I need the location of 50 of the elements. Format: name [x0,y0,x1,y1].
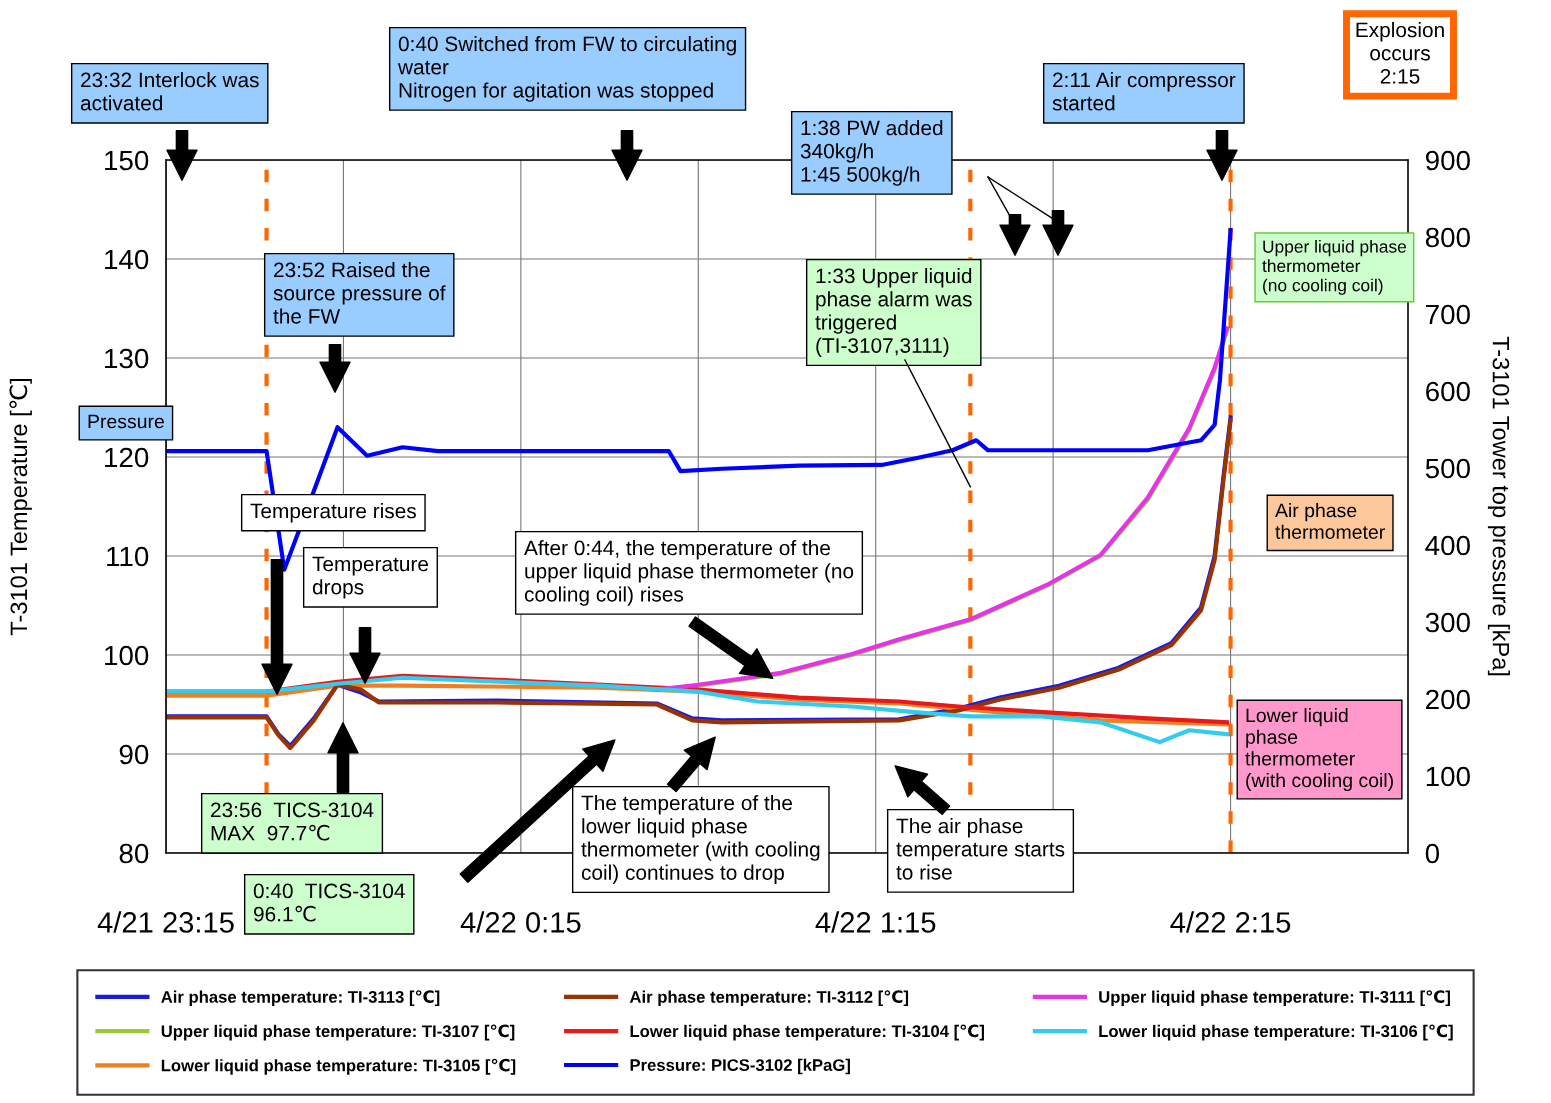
y-tick-label: 90 [119,744,149,765]
text: Pressure [88,414,164,429]
y2-tick-label: 400 [1425,535,1470,556]
y2-tick-label: 100 [1426,766,1470,787]
annotation: Air phase thermometer [1275,503,1385,539]
annotation: The air phase temperature starts to rise [896,818,1065,880]
annotation: 23:56 TICS-3104 MAX 97.7℃ [211,802,374,841]
legend-label: Lower liquid phase temperature: TI-3104 [℃] [630,1024,984,1041]
x-tick-label: 4/21 23:15 [97,911,234,933]
text: Explosion occurs 2:15 [1356,22,1444,84]
annotation: Temperature rises [250,503,416,523]
annotation: 1:33 Upper liquid phase alarm was triggered (TI-3107,3111) [815,268,972,357]
annotation: 1:38 PW added 340kg/h 1:45 500kg/h [800,120,943,186]
y-tick-label: 150 [105,150,149,171]
legend-label: Air phase temperature: TI-3112 [℃] [629,990,909,1007]
legend-label: Air phase temperature: TI-3113 [℃] [161,990,440,1007]
y2-tick-label: 300 [1425,612,1470,633]
y-tick-label: 140 [105,249,149,270]
y2-tick-label: 0 [1425,843,1440,864]
y-tick-label: 110 [107,546,149,567]
y2-tick-label: 700 [1426,304,1470,325]
x-tick-label: 4/22 0:15 [460,911,581,933]
annotation: 23:52 Raised the source pressure of the FW [273,262,446,324]
y2-tick-label: 500 [1425,458,1470,479]
y2-tick-label: 600 [1426,381,1470,402]
y2-axis-title: T-3101 Tower top pressure [kPa] [1487,336,1510,676]
text: 0:40 Switched from FW to circulating water Nitrogen for agitation was stopped [397,36,736,102]
text: 0:40 TICS-3104 96.1℃ [253,883,405,922]
y2-tick-label: 200 [1426,689,1470,710]
annotation: Temperature drops [312,556,429,599]
legend-label: Lower liquid phase temperature: TI-3105 [℃] [161,1058,516,1075]
x-tick-label: 4/22 2:15 [1170,911,1291,933]
text: 2:11 Air compressor started [1052,72,1236,111]
y-tick-label: 120 [105,447,149,468]
y2-tick-label: 900 [1425,150,1470,171]
y-tick-label: 80 [119,843,149,864]
annotation: Lower liquid phase thermometer (with cooling coil) [1245,708,1393,792]
legend-label: Upper liquid phase temperature: TI-3107 [℃] [161,1024,515,1041]
annotation: After 0:44, the temperature of the upper liquid phase thermometer (no cooling coil) rises [524,540,854,606]
legend-label: Pressure: PICS-3102 [kPaG] [630,1058,850,1075]
y-axis-title: T-3101 Temperature [℃] [9,378,32,636]
y2-tick-label: 800 [1425,227,1470,248]
annotation: Upper liquid phase thermometer (no cooling coil) [1262,240,1406,295]
annotation: The temperature of the lower liquid phase thermometer (with cooling coil) continues to drop [581,795,820,885]
text: 23:32 Interlock was activated [80,72,259,111]
legend-label: Lower liquid phase temperature: TI-3106 [℃] [1099,1024,1453,1041]
x-tick-label: 4/22 1:15 [815,911,936,933]
y-tick-label: 100 [105,645,149,666]
y-tick-label: 130 [105,348,149,369]
legend-label: Upper liquid phase temperature: TI-3111 [℃] [1099,990,1450,1007]
